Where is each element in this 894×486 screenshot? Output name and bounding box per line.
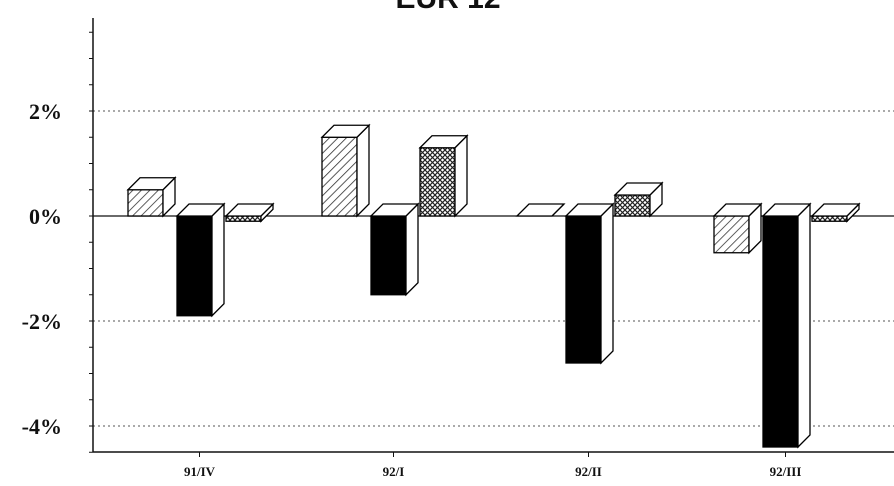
bar-front (225, 215, 262, 222)
bar-side (454, 134, 468, 218)
y-tick-label: -2% (22, 309, 62, 334)
bar (224, 202, 275, 223)
x-tick-label: 92/II (575, 464, 602, 479)
y-axis-ticks: 2% 0% -2% -4% (22, 99, 62, 439)
bar-front (419, 147, 456, 217)
bar-front (565, 215, 602, 364)
x-tick-label: 92/III (770, 464, 802, 479)
bar-top (712, 203, 763, 217)
bar-top (810, 203, 861, 217)
y-tick-label: 0% (29, 204, 62, 229)
bar-side (211, 202, 225, 318)
bars (126, 123, 861, 449)
bar-front (762, 215, 799, 448)
bar (515, 203, 566, 217)
bar-top (418, 135, 469, 149)
bar (712, 202, 763, 255)
x-tick-label: 92/I (383, 464, 405, 479)
bar (126, 176, 177, 218)
bar-front (370, 215, 407, 296)
bar-front (176, 215, 213, 317)
x-axis-ticks: 91/IV 92/I 92/II 92/III (184, 452, 801, 479)
bar-top (320, 124, 371, 138)
bar-side (356, 123, 370, 218)
bar-top (613, 182, 664, 196)
bar-side (405, 202, 419, 297)
bar-side (600, 202, 614, 365)
bar-side (797, 202, 811, 449)
bar (564, 202, 615, 365)
bar-top (761, 203, 812, 217)
bar (418, 134, 469, 218)
bar-top (564, 203, 615, 217)
bar (320, 123, 371, 218)
chart-title: EUR 12 (395, 0, 500, 15)
bar (761, 202, 812, 449)
bar-front (811, 215, 848, 222)
bar-top (515, 203, 566, 217)
bar-front (713, 215, 750, 254)
bar-top (224, 203, 275, 217)
bar-front (321, 136, 358, 217)
x-tick-label: 91/IV (184, 464, 216, 479)
bar-front (614, 194, 651, 217)
bar (613, 181, 664, 218)
y-tick-label: -4% (22, 414, 62, 439)
gridlines (93, 110, 894, 427)
bar-top (369, 203, 420, 217)
y-tick-label: 2% (29, 99, 62, 124)
bar (175, 202, 226, 318)
bar-top (175, 203, 226, 217)
bar-front (127, 189, 164, 217)
bar-top (126, 177, 177, 191)
bar (369, 202, 420, 297)
bar (810, 202, 861, 223)
